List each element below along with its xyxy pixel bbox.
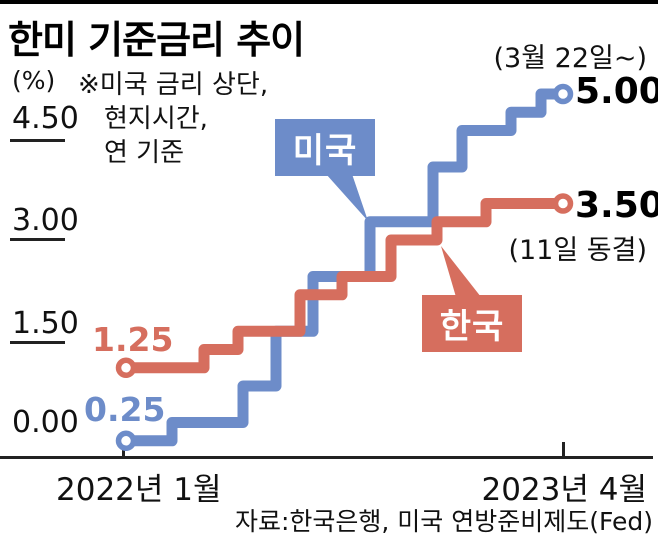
- ytick-rule-3-00: [10, 238, 65, 241]
- korea-start-marker: [115, 357, 137, 379]
- footnote-line-2: 현지시간,: [104, 104, 208, 134]
- chart-date-note: (3월 22일~): [493, 43, 648, 74]
- us-series-label-box: 미국: [275, 119, 375, 176]
- rate-line-korea: [126, 198, 563, 374]
- ytick-label-3-00: 3.00: [12, 203, 79, 238]
- ytick-label-0-00: 0.00: [12, 405, 79, 440]
- korea-freeze-note: (11일 동결): [508, 235, 647, 266]
- us-callout-pointer: [326, 174, 368, 221]
- xtick-label-2022-jan: 2022년 1월: [56, 472, 222, 508]
- footnote-line-1: ※미국 금리 상단,: [78, 70, 269, 100]
- korea-end-value-label: 3.50: [575, 185, 658, 226]
- x-axis-line: [0, 456, 653, 459]
- ytick-label-1-50: 1.50: [12, 306, 79, 341]
- x-axis-tick-2023-apr: [562, 442, 565, 456]
- data-source-credit: 자료:한국은행, 미국 연방준비제도(Fed): [234, 507, 653, 536]
- ytick-rule-4-50: [10, 139, 65, 142]
- us-start-marker: [115, 430, 137, 452]
- us-end-marker: [552, 83, 574, 105]
- footnote-line-3: 연 기준: [104, 138, 185, 168]
- korea-end-marker: [552, 193, 574, 214]
- us-start-value-label: 0.25: [84, 390, 166, 429]
- xtick-label-2023-apr: 2023년 4월: [481, 472, 647, 508]
- ytick-label-4-50: 4.50: [12, 101, 79, 136]
- korea-series-label-box: 한국: [422, 295, 522, 352]
- korea-start-value-label: 1.25: [92, 320, 174, 359]
- korea-callout-pointer: [441, 246, 481, 297]
- chart-footnote: ※미국 금리 상단, 현지시간, 연 기준: [78, 68, 268, 170]
- rate-line-us: [126, 88, 563, 447]
- ytick-rule-1-50: [10, 341, 65, 344]
- page-title: 한미 기준금리 추이: [8, 18, 305, 62]
- top-divider-rule: [0, 0, 658, 4]
- us-end-value-label: 5.00: [575, 71, 658, 112]
- y-axis-unit-label: (%): [12, 66, 56, 95]
